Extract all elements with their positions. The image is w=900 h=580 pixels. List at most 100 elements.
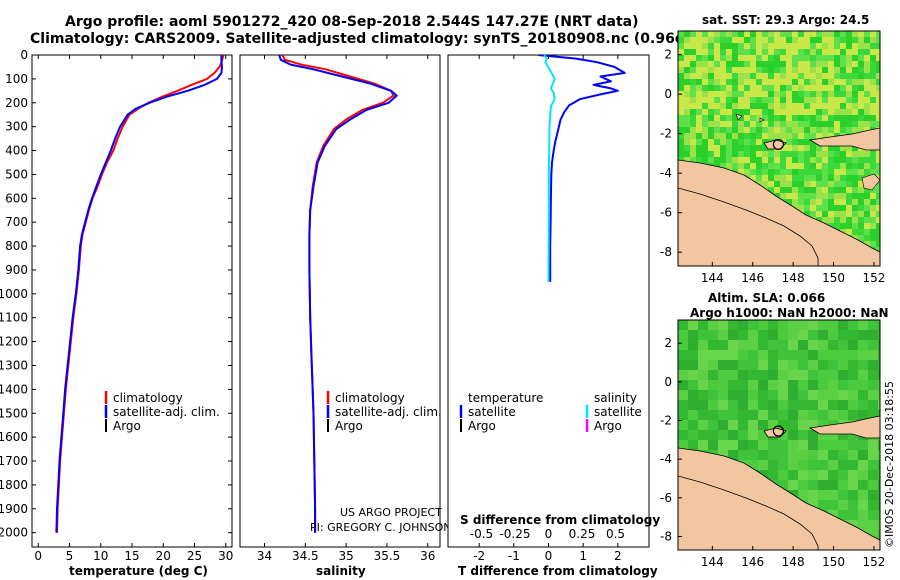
- sst-cell: [732, 115, 738, 121]
- sst-cell: [852, 151, 858, 157]
- sst-cell: [714, 163, 720, 169]
- sst-cell: [738, 91, 744, 97]
- sst-cell: [846, 163, 852, 169]
- sst-cell: [876, 211, 880, 217]
- sst-cell: [816, 85, 822, 91]
- sla-cell: [848, 340, 858, 350]
- sst-cell: [774, 31, 780, 37]
- sla-cell: [778, 410, 788, 420]
- sla-cell: [688, 370, 698, 380]
- sla-cell: [848, 430, 858, 440]
- sla-cell: [708, 370, 718, 380]
- sst-cell: [780, 181, 786, 187]
- sst-cell: [798, 79, 804, 85]
- sla-cell: [758, 460, 768, 470]
- sst-cell: [804, 169, 810, 175]
- sst-cell: [696, 121, 702, 127]
- sla-cell: [848, 410, 858, 420]
- sla-cell: [828, 440, 838, 450]
- sst-cell: [846, 199, 852, 205]
- sla-map-axes: 144 146 148 150 152 2 0 -2 -4 -6 -8: [660, 336, 885, 569]
- sst-cell: [762, 67, 768, 73]
- sla-cell: [838, 370, 848, 380]
- sst-cell: [684, 31, 690, 37]
- sst-cell: [846, 79, 852, 85]
- sst-cell: [876, 157, 880, 163]
- sst-cell: [780, 145, 786, 151]
- sst-cell: [828, 193, 834, 199]
- sla-cell: [878, 520, 880, 530]
- sst-cell: [822, 79, 828, 85]
- sla-cell: [728, 340, 738, 350]
- sst-cell: [696, 37, 702, 43]
- sst-cell: [678, 85, 684, 91]
- sla-cell: [728, 320, 738, 330]
- sst-cell: [870, 151, 876, 157]
- sst-cell: [864, 163, 870, 169]
- sst-cell: [834, 145, 840, 151]
- sst-cell: [684, 139, 690, 145]
- sla-cell: [678, 390, 688, 400]
- sst-cell: [840, 55, 846, 61]
- sla-cell: [728, 370, 738, 380]
- sst-cell: [822, 163, 828, 169]
- sla-cell: [868, 520, 878, 530]
- sla-cell: [858, 360, 868, 370]
- sla-cell: [858, 520, 868, 530]
- sst-cell: [756, 139, 762, 145]
- sla-cell: [738, 450, 748, 460]
- sla-cell: [878, 350, 880, 360]
- sst-cell: [756, 97, 762, 103]
- lat-tick-label: -4: [660, 166, 672, 180]
- sst-cell: [714, 157, 720, 163]
- sst-cell: [756, 115, 762, 121]
- sst-cell: [876, 73, 880, 79]
- sst-cell: [708, 103, 714, 109]
- sst-cell: [798, 73, 804, 79]
- sst-cell: [720, 157, 726, 163]
- sst-cell: [798, 31, 804, 37]
- sst-cell: [702, 97, 708, 103]
- sst-cell: [714, 127, 720, 133]
- sst-cell: [810, 49, 816, 55]
- sst-cell: [828, 151, 834, 157]
- sst-cell: [792, 157, 798, 163]
- sla-cell: [778, 360, 788, 370]
- sla-cell: [688, 390, 698, 400]
- depth-tick-label: 300: [5, 120, 28, 134]
- depth-tick-label: 800: [5, 239, 28, 253]
- sst-cell: [870, 193, 876, 199]
- sst-cell: [684, 145, 690, 151]
- sst-cell: [798, 121, 804, 127]
- sst-cell: [738, 31, 744, 37]
- sst-cell: [684, 73, 690, 79]
- sla-cell: [728, 430, 738, 440]
- sst-cell: [804, 133, 810, 139]
- sla-cell: [708, 360, 718, 370]
- sst-cell: [840, 187, 846, 193]
- sst-cell: [714, 103, 720, 109]
- sst-cell: [846, 55, 852, 61]
- sst-cell: [762, 175, 768, 181]
- sst-cell: [726, 91, 732, 97]
- sst-cell: [828, 133, 834, 139]
- sla-cell: [818, 320, 828, 330]
- sla-cell: [838, 410, 848, 420]
- sst-cell: [852, 217, 858, 223]
- sst-cell: [690, 151, 696, 157]
- sla-cell: [848, 350, 858, 360]
- sla-cell: [868, 460, 878, 470]
- sst-cell: [816, 175, 822, 181]
- sla-cell: [838, 340, 848, 350]
- sst-cell: [762, 73, 768, 79]
- sla-cell: [788, 320, 798, 330]
- sst-cell: [810, 31, 816, 37]
- sst-cell: [678, 49, 684, 55]
- sla-cell: [848, 360, 858, 370]
- sla-cell: [758, 370, 768, 380]
- sst-cell: [792, 91, 798, 97]
- lat-tick-label: -2: [660, 414, 672, 428]
- sst-cell: [702, 31, 708, 37]
- sst-cell: [708, 151, 714, 157]
- sla-cell: [678, 440, 688, 450]
